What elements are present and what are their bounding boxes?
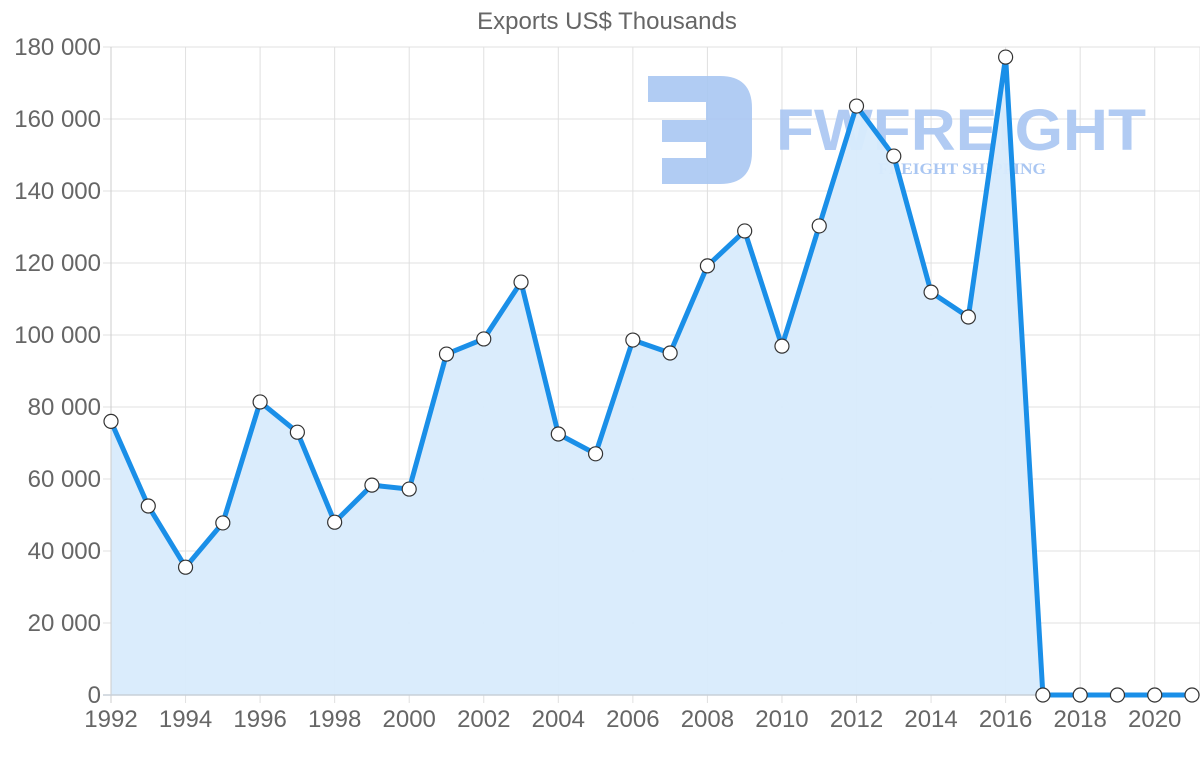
data-point[interactable] xyxy=(1147,687,1163,703)
data-point[interactable] xyxy=(550,426,566,442)
y-tick-label: 140 000 xyxy=(14,178,101,205)
data-point[interactable] xyxy=(998,49,1014,65)
data-markers xyxy=(103,49,1200,703)
watermark-logo-icon xyxy=(648,76,752,184)
x-tick-label: 2020 xyxy=(1128,706,1181,733)
data-point[interactable] xyxy=(364,477,380,493)
y-tick-label: 160 000 xyxy=(14,106,101,133)
data-point[interactable] xyxy=(774,338,790,354)
data-point[interactable] xyxy=(587,446,604,462)
data-point[interactable] xyxy=(699,258,716,274)
data-point[interactable] xyxy=(103,413,119,429)
data-point[interactable] xyxy=(662,345,678,361)
data-point[interactable] xyxy=(438,346,455,362)
area-fill xyxy=(111,57,1192,695)
data-point[interactable] xyxy=(1184,687,1200,703)
y-tick-label: 80 000 xyxy=(28,394,101,421)
data-point[interactable] xyxy=(1109,687,1126,703)
y-axis-ticks: 0 20 000 40 000 60 000 80 000 100 000 120 000 1… xyxy=(14,34,101,709)
watermark-brand: FWFREIGHT xyxy=(776,98,1146,163)
axes xyxy=(103,47,1200,703)
x-tick-label: 1992 xyxy=(84,706,137,733)
x-tick-label: 2010 xyxy=(755,706,808,733)
data-point[interactable] xyxy=(625,332,641,348)
data-point[interactable] xyxy=(811,218,827,234)
data-line xyxy=(108,54,1192,698)
x-axis-ticks: 1992 1994 1996 1998 2000 2002 2004 2006 2008 2010… xyxy=(84,706,1181,733)
x-tick-label: 1996 xyxy=(233,706,286,733)
data-point[interactable] xyxy=(848,98,865,114)
y-tick-label: 0 xyxy=(88,682,101,709)
x-tick-label: 2002 xyxy=(457,706,510,733)
data-point[interactable] xyxy=(140,498,156,514)
data-point[interactable] xyxy=(513,274,529,290)
x-tick-label: 2012 xyxy=(830,706,883,733)
x-tick-label: 1998 xyxy=(308,706,361,733)
y-tick-label: 20 000 xyxy=(28,610,101,637)
data-point[interactable] xyxy=(215,515,231,531)
x-tick-label: 2006 xyxy=(606,706,659,733)
data-point[interactable] xyxy=(923,284,939,300)
y-tick-label: 40 000 xyxy=(28,538,101,565)
x-tick-label: 2018 xyxy=(1053,706,1106,733)
data-point[interactable] xyxy=(737,223,753,239)
x-tick-label: 1994 xyxy=(159,706,212,733)
data-point[interactable] xyxy=(252,394,268,410)
data-point[interactable] xyxy=(177,559,194,575)
x-tick-label: 2016 xyxy=(979,706,1032,733)
data-point[interactable] xyxy=(960,309,976,325)
x-tick-label: 2000 xyxy=(383,706,436,733)
data-point[interactable] xyxy=(401,481,417,497)
y-tick-label: 100 000 xyxy=(14,322,101,349)
data-point[interactable] xyxy=(1072,687,1088,703)
y-tick-label: 120 000 xyxy=(14,250,101,277)
data-point[interactable] xyxy=(327,514,343,530)
data-point[interactable] xyxy=(289,424,305,440)
x-tick-label: 2004 xyxy=(532,706,585,733)
chart-title: Exports US$ Thousands xyxy=(477,8,737,35)
y-tick-label: 60 000 xyxy=(28,466,101,493)
y-tick-label: 180 000 xyxy=(14,34,101,61)
x-tick-label: 2008 xyxy=(681,706,734,733)
watermark-tagline: FREIGHT SHIPPING xyxy=(878,161,1047,178)
data-point[interactable] xyxy=(886,148,902,164)
data-point[interactable] xyxy=(1035,687,1051,703)
data-point[interactable] xyxy=(476,331,492,347)
x-tick-label: 2014 xyxy=(904,706,957,733)
